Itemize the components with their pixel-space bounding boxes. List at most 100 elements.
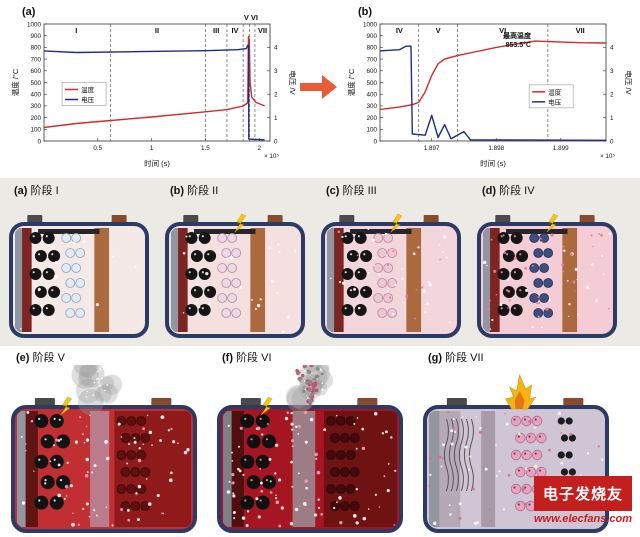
stage-caption: (g) 阶段 VII	[428, 349, 616, 365]
svg-text:900: 900	[30, 33, 41, 40]
svg-text:200: 200	[366, 115, 377, 122]
svg-text:100: 100	[30, 127, 41, 134]
svg-text:600: 600	[366, 68, 377, 75]
svg-text:I: I	[75, 26, 77, 35]
stage-row-2: (e) 阶段 V (f) 阶段 VI (g) 阶段 VII	[0, 346, 640, 537]
svg-text:V: V	[436, 26, 441, 35]
charts-section: (a) 0 100 200 300 400 500 600 700 800 900 1000 0 1 2 3…	[0, 0, 640, 178]
svg-text:× 10⁵: × 10⁵	[264, 153, 279, 160]
stage-caption: (e) 阶段 V	[16, 349, 204, 365]
svg-text:2: 2	[610, 92, 614, 99]
stage-caption: (d) 阶段 IV	[482, 182, 624, 198]
svg-text:II: II	[155, 26, 159, 35]
svg-text:2: 2	[274, 92, 278, 99]
svg-text:× 10⁵: × 10⁵	[600, 153, 615, 160]
svg-text:800: 800	[30, 45, 41, 52]
svg-text:800: 800	[366, 45, 377, 52]
svg-text:400: 400	[366, 92, 377, 99]
svg-text:700: 700	[366, 56, 377, 63]
chart-b: (b) 0 100 200 300 400 500 600 700 800 900 1000 0 1 2 3…	[344, 6, 632, 171]
svg-text:0: 0	[274, 138, 278, 145]
watermark-url: www.elecfans.com	[533, 513, 632, 525]
svg-text:700: 700	[30, 56, 41, 63]
svg-text:0: 0	[373, 138, 377, 145]
stage-panel-5: (e) 阶段 V	[8, 348, 204, 535]
stage-panel-3: (c) 阶段 III	[318, 181, 468, 343]
battery-illustration-stage-6	[217, 365, 403, 533]
svg-text:4: 4	[274, 45, 278, 52]
svg-text:温度 /°C: 温度 /°C	[346, 68, 356, 96]
svg-text:最高温度: 最高温度	[503, 31, 532, 40]
svg-text:1.899: 1.899	[553, 145, 569, 152]
watermark-logo: 电子发烧友	[533, 476, 632, 511]
svg-text:2: 2	[257, 145, 261, 152]
svg-text:VI: VI	[499, 26, 506, 35]
svg-text:500: 500	[30, 80, 41, 87]
svg-text:VII: VII	[258, 26, 267, 35]
svg-text:900: 900	[366, 33, 377, 40]
svg-text:电压: 电压	[548, 97, 562, 106]
svg-text:电压 /V: 电压 /V	[288, 70, 296, 94]
svg-text:200: 200	[30, 115, 41, 122]
svg-text:3: 3	[610, 68, 614, 75]
stage-letter: (f)	[222, 352, 233, 364]
svg-text:温度: 温度	[548, 87, 562, 96]
chart-b-label: (b)	[358, 6, 373, 18]
stage-caption: (f) 阶段 VI	[222, 349, 410, 365]
stage-name: 阶段 VII	[445, 352, 484, 364]
svg-text:0: 0	[37, 138, 41, 145]
svg-text:1.897: 1.897	[424, 145, 440, 152]
svg-text:1: 1	[150, 145, 154, 152]
stage-letter: (b)	[170, 185, 185, 197]
svg-text:温度: 温度	[81, 85, 95, 94]
svg-text:VI: VI	[251, 13, 258, 22]
svg-text:100: 100	[366, 127, 377, 134]
svg-text:1: 1	[274, 115, 278, 122]
svg-text:0: 0	[610, 138, 614, 145]
battery-illustration-stage-2	[165, 213, 305, 338]
svg-text:3: 3	[274, 68, 278, 75]
svg-text:1000: 1000	[363, 21, 378, 28]
svg-text:1.5: 1.5	[201, 145, 210, 152]
svg-text:V: V	[244, 13, 249, 22]
battery-illustration-stage-3	[321, 213, 461, 338]
stage-name: 阶段 IV	[499, 185, 535, 197]
stage-name: 阶段 V	[32, 352, 65, 364]
svg-text:时间 (s): 时间 (s)	[480, 158, 506, 168]
svg-text:电压: 电压	[81, 95, 95, 104]
svg-text:III: III	[213, 26, 219, 35]
stage-panel-6: (f) 阶段 VI	[214, 348, 410, 535]
stage-letter: (g)	[428, 352, 443, 364]
stage-caption: (c) 阶段 III	[326, 182, 468, 198]
svg-text:1: 1	[610, 115, 614, 122]
battery-illustration-stage-4	[477, 213, 617, 338]
stage-row-1: (a) 阶段 I (b) 阶段 II (c) 阶段 III (d) 阶段 IV	[0, 178, 640, 346]
svg-text:1000: 1000	[27, 21, 42, 28]
svg-text:IV: IV	[231, 26, 238, 35]
svg-text:853.5°C: 853.5°C	[506, 41, 531, 49]
battery-illustration-stage-5	[11, 365, 197, 533]
svg-text:400: 400	[30, 92, 41, 99]
battery-illustration-stage-1	[9, 215, 149, 338]
stage-letter: (d)	[482, 185, 497, 197]
svg-text:VII: VII	[576, 26, 585, 35]
stage-panel-1: (a) 阶段 I	[6, 181, 156, 343]
chart-a-label: (a)	[22, 6, 36, 18]
svg-text:0.5: 0.5	[93, 145, 102, 152]
svg-text:600: 600	[30, 68, 41, 75]
stage-name: 阶段 VI	[236, 352, 272, 364]
stage-name: 阶段 I	[30, 185, 59, 197]
stage-name: 阶段 III	[342, 185, 377, 197]
svg-text:时间 (s): 时间 (s)	[144, 158, 170, 168]
transition-arrow-icon	[300, 74, 338, 100]
svg-text:500: 500	[366, 80, 377, 87]
svg-text:IV: IV	[396, 26, 403, 35]
stage-panel-4: (d) 阶段 IV	[474, 181, 624, 343]
svg-text:300: 300	[30, 103, 41, 110]
chart-a: (a) 0 100 200 300 400 500 600 700 800 900 1000 0 1 2 3…	[8, 6, 296, 171]
svg-text:300: 300	[366, 103, 377, 110]
stage-caption: (b) 阶段 II	[170, 182, 312, 198]
stage-letter: (a)	[14, 185, 28, 197]
svg-text:温度 /°C: 温度 /°C	[10, 68, 20, 96]
